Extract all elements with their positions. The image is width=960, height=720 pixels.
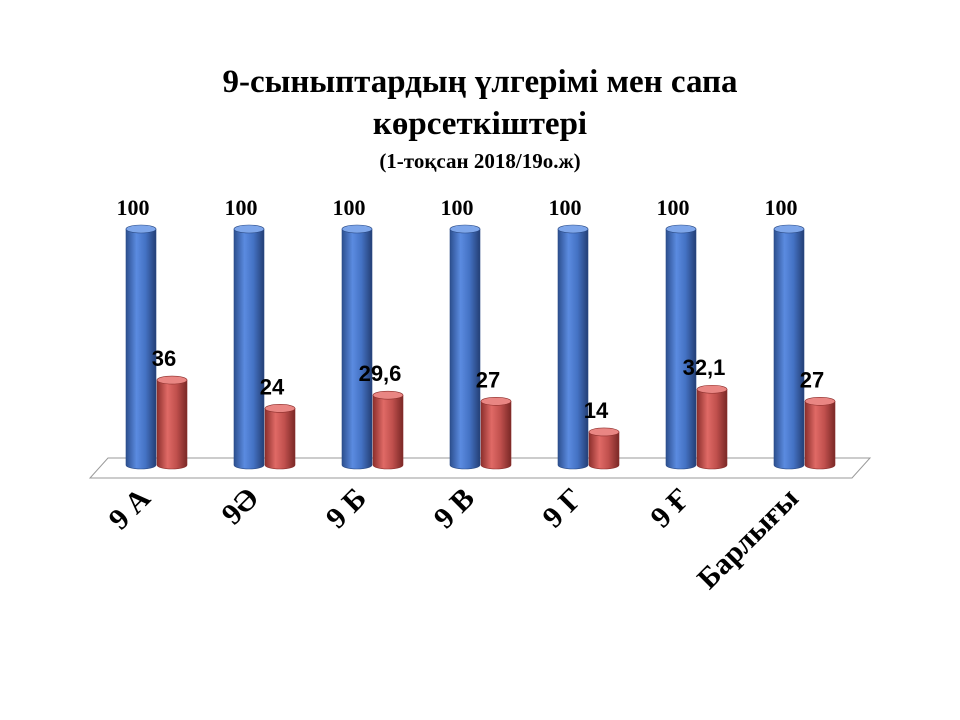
category-label-6: Барлығы xyxy=(691,482,805,596)
bar-blue-2 xyxy=(341,224,373,470)
category-label-4: 9 Г xyxy=(536,482,589,535)
data-label-red-2: 29,6 xyxy=(359,361,402,386)
data-label-blue-4: 100 xyxy=(549,195,582,220)
bar-blue-5 xyxy=(665,224,697,470)
bar-red-1 xyxy=(264,404,296,470)
category-label-2: 9 Б xyxy=(320,482,373,535)
bar-red-6 xyxy=(804,396,836,470)
chart-subtitle: (1-тоқсан 2018/19о.ж) xyxy=(379,149,581,173)
bar-blue-3 xyxy=(449,224,481,470)
chart-title-line-2: көрсеткіштері xyxy=(372,106,588,142)
category-label-1: 9Ә xyxy=(215,482,265,532)
data-label-red-4: 14 xyxy=(584,398,609,423)
category-label-0: 9 А xyxy=(102,481,157,536)
data-label-blue-6: 100 xyxy=(765,195,798,220)
data-label-red-3: 27 xyxy=(476,367,500,392)
chart-title-line-1: 9-сыныптардың үлгерімі мен сапа xyxy=(222,64,738,100)
data-label-blue-3: 100 xyxy=(441,195,474,220)
data-label-red-1: 24 xyxy=(260,374,285,399)
bar-blue-6 xyxy=(773,224,805,470)
bar-red-5 xyxy=(696,384,728,470)
category-label-5: 9 Ғ xyxy=(644,482,697,535)
data-label-red-5: 32,1 xyxy=(683,355,726,380)
data-label-blue-0: 100 xyxy=(117,195,150,220)
data-label-red-0: 36 xyxy=(152,346,176,371)
bar-red-2 xyxy=(372,390,404,470)
data-label-blue-1: 100 xyxy=(225,195,258,220)
bar-red-3 xyxy=(480,396,512,470)
bar-red-4 xyxy=(588,427,620,470)
data-label-blue-2: 100 xyxy=(333,195,366,220)
category-label-3: 9 В xyxy=(428,482,481,535)
bar-blue-4 xyxy=(557,224,589,470)
data-label-blue-5: 100 xyxy=(657,195,690,220)
bar-red-0 xyxy=(156,375,188,470)
bar-blue-0 xyxy=(125,224,157,470)
data-label-red-6: 27 xyxy=(800,367,824,392)
bar-blue-1 xyxy=(233,224,265,470)
